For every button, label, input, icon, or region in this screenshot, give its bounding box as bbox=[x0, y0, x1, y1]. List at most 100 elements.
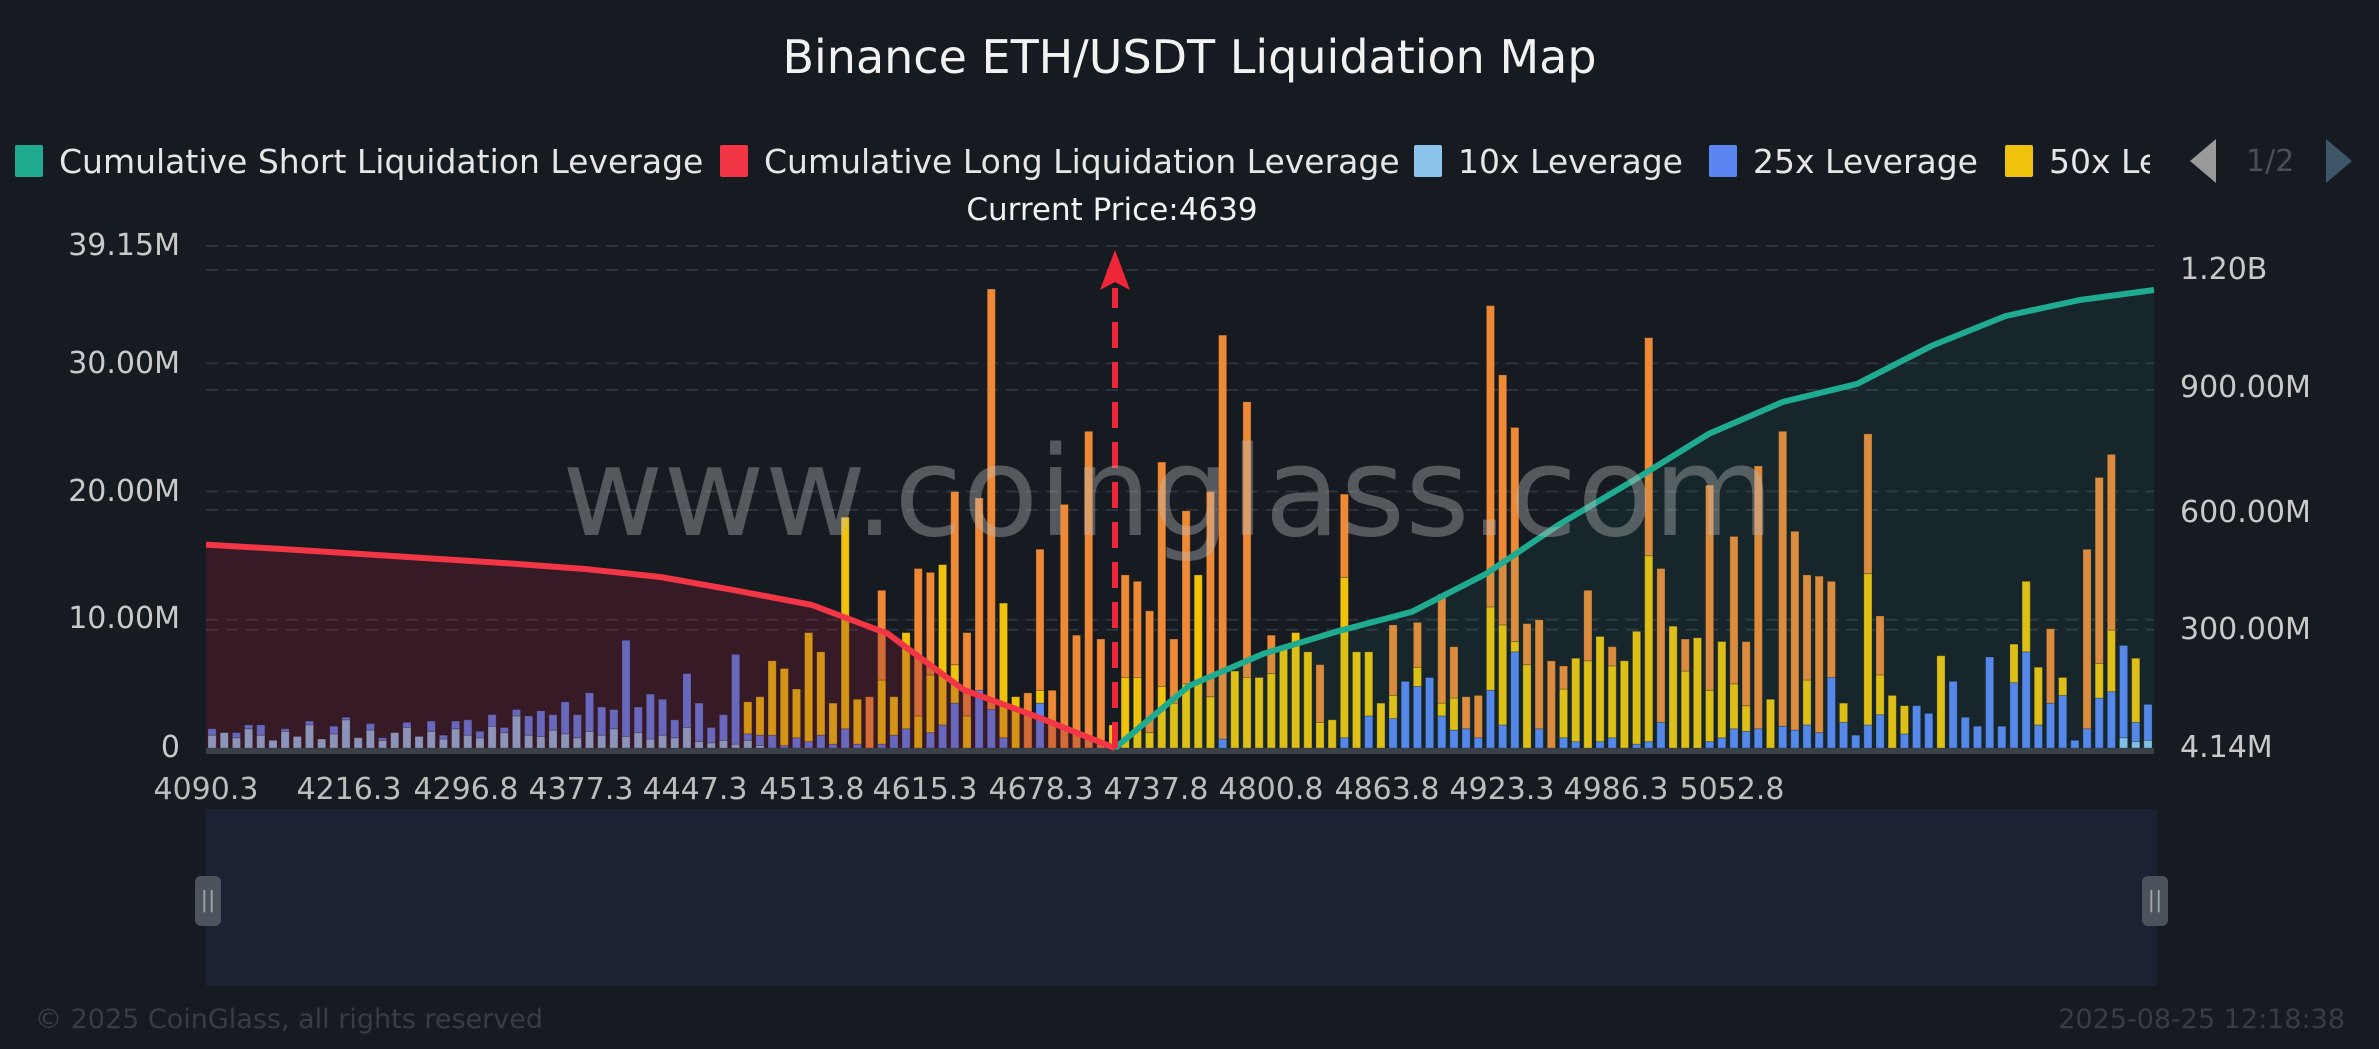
copyright: © 2025 CoinGlass, all rights reserved bbox=[35, 1004, 543, 1035]
bar-segment-50x bbox=[1035, 689, 1045, 704]
bar-segment-other bbox=[1826, 580, 1836, 678]
legend-next-page-icon[interactable] bbox=[2326, 139, 2353, 183]
x-tick-label: 4377.3 bbox=[528, 772, 634, 807]
x-tick-label: 4800.8 bbox=[1218, 772, 1324, 807]
bar-segment-25x bbox=[280, 728, 290, 732]
bar-segment-25x bbox=[524, 715, 534, 736]
bar-segment-other bbox=[1205, 491, 1216, 698]
y-right-tick: 600.00M bbox=[2180, 495, 2311, 530]
slider-handle-left[interactable]: || bbox=[195, 876, 221, 926]
bar-segment-other bbox=[2082, 548, 2092, 730]
cumulative-long-line bbox=[205, 541, 1117, 751]
bar-segment-25x bbox=[682, 673, 692, 728]
bar-segment-other bbox=[1169, 638, 1179, 704]
bar-segment-other bbox=[1339, 493, 1349, 578]
bar-segment-50x bbox=[791, 688, 802, 739]
cumulative-short-area bbox=[1115, 290, 2154, 749]
bar-segment-other bbox=[1863, 433, 1873, 575]
bar-segment-50x bbox=[2009, 643, 2019, 684]
bar-segment-other bbox=[1607, 646, 1617, 667]
cumulative-long-area bbox=[206, 544, 1115, 749]
legend-item-cumulative-long[interactable]: Cumulative Long Liquidation Leverage bbox=[720, 138, 1400, 184]
bar-segment-other bbox=[1132, 580, 1142, 678]
bar-segment-25x bbox=[2118, 644, 2129, 739]
bar-segment-25x bbox=[377, 737, 388, 741]
legend-label: 50x Leverage bbox=[2049, 141, 2150, 181]
bar-segment-50x bbox=[828, 702, 838, 745]
bar-segment-other bbox=[925, 571, 936, 676]
bar-segment-25x bbox=[755, 734, 765, 746]
cumulative-short-line bbox=[1113, 287, 2155, 751]
bar-segment-other bbox=[1181, 510, 1191, 685]
legend-swatch bbox=[15, 145, 43, 177]
bar-segment-25x bbox=[511, 709, 522, 717]
bar-segment-other bbox=[1473, 694, 1483, 739]
bar-segment-50x bbox=[767, 660, 777, 736]
bar-segment-50x bbox=[804, 632, 814, 743]
bar-segment-other bbox=[1705, 484, 1715, 691]
slider-handle-right[interactable]: || bbox=[2142, 876, 2168, 926]
bar-segment-25x bbox=[694, 702, 704, 743]
x-tick-label: 4513.8 bbox=[759, 772, 865, 807]
legend-item-25x[interactable]: 25x Leverage bbox=[1709, 138, 1978, 184]
y-right-tick: 300.00M bbox=[2180, 612, 2311, 647]
bar-segment-25x bbox=[463, 719, 473, 736]
bar-segment-50x bbox=[779, 668, 789, 746]
legend-page-indicator: 1/2 bbox=[2246, 143, 2295, 179]
bar-segment-other bbox=[1802, 574, 1812, 681]
bar-segment-25x bbox=[438, 734, 449, 740]
bar-segment-25x bbox=[244, 724, 254, 730]
bar-segment-other bbox=[1485, 305, 1496, 608]
y-left-tick: 30.00M bbox=[68, 346, 180, 381]
bar-segment-50x bbox=[889, 696, 899, 736]
current-price-label: Current Price:4639 bbox=[966, 192, 1258, 228]
bar-segment-50x bbox=[1364, 651, 1374, 717]
bar-segment-other bbox=[1534, 619, 1544, 730]
bar-segment-25x bbox=[670, 719, 680, 739]
bar-segment-50x bbox=[901, 632, 911, 730]
bar-segment-25x bbox=[365, 723, 375, 731]
bar-segment-other bbox=[2106, 453, 2116, 631]
legend-item-10x[interactable]: 10x Leverage bbox=[1414, 138, 1683, 184]
bar-segment-50x bbox=[816, 651, 826, 736]
bar-segment-other bbox=[1144, 610, 1155, 734]
bar-segment-25x bbox=[402, 721, 412, 728]
bar-segment-25x bbox=[731, 653, 741, 745]
legend-swatch bbox=[2005, 145, 2033, 177]
legend-label: 25x Leverage bbox=[1753, 141, 1978, 181]
bar-segment-other bbox=[986, 288, 996, 711]
legend-prev-page-icon[interactable] bbox=[2190, 139, 2216, 183]
bar-segment-25x bbox=[548, 714, 558, 731]
y-right-tick: 4.14M bbox=[2180, 730, 2273, 765]
bar-segment-other bbox=[1680, 638, 1690, 672]
bar-segment-25x bbox=[584, 692, 595, 732]
legend-item-50x[interactable]: 50x Leverage bbox=[2005, 138, 2150, 184]
bar-segment-25x bbox=[256, 724, 266, 736]
bar-segment-50x bbox=[1838, 702, 1849, 723]
y-right-tick: 1.20B bbox=[2180, 252, 2268, 287]
bar-segment-other bbox=[1729, 535, 1739, 685]
legend-swatch bbox=[1709, 145, 1737, 177]
bar-segment-25x bbox=[231, 732, 242, 739]
bar-segment-other bbox=[1035, 548, 1045, 691]
bar-segment-other bbox=[2094, 476, 2104, 664]
legend-item-cumulative-short[interactable]: Cumulative Short Liquidation Leverage bbox=[15, 138, 703, 184]
legend-label: Cumulative Short Liquidation Leverage bbox=[59, 141, 704, 181]
bar-segment-25x bbox=[597, 706, 607, 736]
bar-segment-other bbox=[1498, 374, 1508, 626]
current-price-arrow-icon bbox=[1100, 250, 1130, 290]
bar-segment-other bbox=[1218, 334, 1228, 740]
bar-segment-25x bbox=[560, 701, 570, 735]
bar-segment-50x bbox=[938, 564, 948, 726]
bar-segment-other bbox=[1388, 624, 1398, 696]
bar-segment-50x bbox=[1741, 705, 1751, 732]
x-tick-label: 4986.3 bbox=[1563, 772, 1669, 807]
y-left-tick: 10.00M bbox=[68, 601, 180, 636]
x-tick-label: 4678.3 bbox=[988, 772, 1094, 807]
bar-segment-25x bbox=[706, 726, 716, 744]
bar-segment-other bbox=[1656, 567, 1666, 723]
bar-segment-other bbox=[1461, 696, 1471, 730]
bar-segment-other bbox=[1449, 646, 1459, 699]
zoom-slider[interactable] bbox=[206, 809, 2157, 986]
